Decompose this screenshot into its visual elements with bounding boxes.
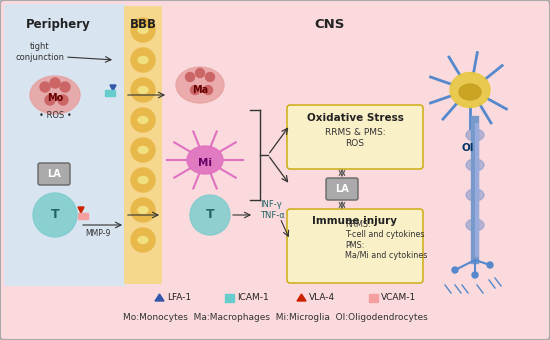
Circle shape xyxy=(131,228,155,252)
Circle shape xyxy=(195,68,205,78)
Bar xyxy=(369,294,378,302)
Ellipse shape xyxy=(459,84,481,100)
Text: Immune injury: Immune injury xyxy=(312,216,398,226)
Ellipse shape xyxy=(138,237,148,243)
Text: LA: LA xyxy=(335,184,349,194)
Bar xyxy=(105,90,115,96)
Text: INF-γ
TNF-α: INF-γ TNF-α xyxy=(260,200,285,220)
Text: LFA-1: LFA-1 xyxy=(167,293,191,303)
Text: CNS: CNS xyxy=(315,18,345,31)
Text: BBB: BBB xyxy=(129,18,157,31)
Ellipse shape xyxy=(466,219,484,231)
FancyBboxPatch shape xyxy=(38,163,70,185)
FancyBboxPatch shape xyxy=(287,105,423,169)
Ellipse shape xyxy=(176,67,224,103)
Text: Mo: Mo xyxy=(47,93,63,103)
Ellipse shape xyxy=(138,117,148,123)
Circle shape xyxy=(452,267,458,273)
Polygon shape xyxy=(110,85,116,91)
Text: Oxidative Stress: Oxidative Stress xyxy=(306,113,404,123)
Text: MMP-9: MMP-9 xyxy=(85,228,111,238)
Circle shape xyxy=(58,95,68,105)
Circle shape xyxy=(50,78,60,88)
Circle shape xyxy=(185,72,195,82)
Ellipse shape xyxy=(466,189,484,201)
Ellipse shape xyxy=(466,129,484,141)
Text: tight
conjunction: tight conjunction xyxy=(15,42,64,62)
Ellipse shape xyxy=(187,146,223,174)
Ellipse shape xyxy=(138,176,148,184)
Circle shape xyxy=(204,85,212,95)
Circle shape xyxy=(190,195,230,235)
Text: Ma: Ma xyxy=(192,85,208,95)
Bar xyxy=(124,6,162,284)
Circle shape xyxy=(472,272,478,278)
Circle shape xyxy=(206,72,214,82)
Circle shape xyxy=(131,48,155,72)
Circle shape xyxy=(131,168,155,192)
Ellipse shape xyxy=(138,147,148,153)
Text: RRMS:
T-cell and cytokines
PMS:
Ma/Mi and cytokines: RRMS: T-cell and cytokines PMS: Ma/Mi an… xyxy=(345,220,427,260)
Text: Mo:Monocytes  Ma:Macrophages  Mi:Microglia  Ol:Oligodendrocytes: Mo:Monocytes Ma:Macrophages Mi:Microglia… xyxy=(123,313,427,323)
Circle shape xyxy=(190,85,200,95)
Text: VLA-4: VLA-4 xyxy=(309,293,335,303)
Text: T: T xyxy=(206,208,214,221)
Text: Mi: Mi xyxy=(198,158,212,168)
Circle shape xyxy=(33,193,77,237)
Ellipse shape xyxy=(138,86,148,94)
Ellipse shape xyxy=(138,206,148,214)
Text: Periphery: Periphery xyxy=(26,18,90,31)
Ellipse shape xyxy=(138,27,148,34)
Text: Ol: Ol xyxy=(462,143,474,153)
Ellipse shape xyxy=(450,72,490,107)
Text: ICAM-1: ICAM-1 xyxy=(237,293,269,303)
Text: T: T xyxy=(51,208,59,221)
Polygon shape xyxy=(155,294,164,301)
Circle shape xyxy=(40,82,50,92)
Text: LA: LA xyxy=(47,169,61,179)
Circle shape xyxy=(131,198,155,222)
Circle shape xyxy=(131,78,155,102)
Circle shape xyxy=(131,138,155,162)
Text: VCAM-1: VCAM-1 xyxy=(381,293,416,303)
Circle shape xyxy=(487,262,493,268)
FancyBboxPatch shape xyxy=(4,4,126,286)
Circle shape xyxy=(131,18,155,42)
FancyBboxPatch shape xyxy=(326,178,358,200)
Ellipse shape xyxy=(466,159,484,171)
Polygon shape xyxy=(297,294,306,301)
Text: • ROS •: • ROS • xyxy=(39,110,72,119)
Text: RRMS & PMS:
ROS: RRMS & PMS: ROS xyxy=(324,128,386,148)
Bar xyxy=(78,213,88,219)
Bar xyxy=(225,294,234,302)
Ellipse shape xyxy=(30,76,80,114)
Circle shape xyxy=(45,95,55,105)
FancyBboxPatch shape xyxy=(287,209,423,283)
Circle shape xyxy=(60,82,70,92)
Ellipse shape xyxy=(138,56,148,64)
Circle shape xyxy=(131,108,155,132)
Polygon shape xyxy=(78,207,84,213)
